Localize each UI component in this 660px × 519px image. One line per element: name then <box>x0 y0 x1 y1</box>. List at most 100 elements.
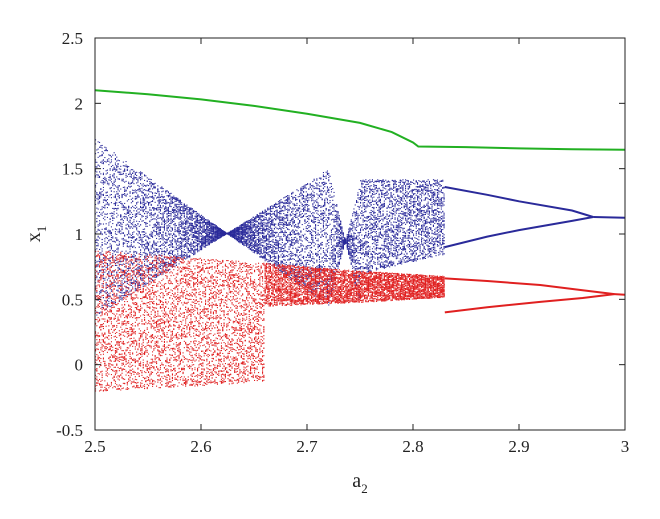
data-point <box>117 195 119 197</box>
data-point <box>179 225 181 227</box>
data-point <box>117 166 119 168</box>
data-point <box>243 230 245 232</box>
data-point <box>181 252 183 254</box>
data-point <box>130 284 132 286</box>
data-point <box>95 241 97 243</box>
data-point <box>120 225 122 227</box>
data-point <box>105 200 107 202</box>
data-point <box>194 210 196 212</box>
data-point <box>108 158 110 160</box>
data-point <box>130 182 132 184</box>
data-point <box>268 221 270 223</box>
data-point <box>194 242 196 244</box>
data-point <box>133 253 135 255</box>
data-point <box>194 239 196 241</box>
data-point <box>173 246 175 248</box>
data-point <box>116 239 118 241</box>
data-point <box>220 235 222 237</box>
data-point <box>142 234 144 236</box>
data-point <box>150 235 152 237</box>
data-point <box>159 267 161 269</box>
data-point <box>121 195 123 197</box>
data-point <box>265 219 267 221</box>
data-point <box>179 254 181 256</box>
data-point <box>263 249 265 251</box>
data-point <box>117 208 119 210</box>
data-point <box>145 247 147 249</box>
data-point <box>190 227 192 229</box>
data-point <box>202 222 204 224</box>
data-point <box>193 225 195 227</box>
data-point <box>132 286 134 288</box>
data-point <box>236 228 238 230</box>
data-point <box>134 207 136 209</box>
data-point <box>235 228 237 230</box>
data-point <box>183 215 185 217</box>
data-point <box>246 229 248 231</box>
data-point <box>100 209 102 211</box>
data-point <box>252 251 254 253</box>
data-point <box>137 223 139 225</box>
data-point <box>186 255 188 257</box>
data-point <box>183 235 185 237</box>
data-point <box>262 215 264 217</box>
data-point <box>189 209 191 211</box>
data-point <box>181 213 183 215</box>
data-point <box>132 193 134 195</box>
data-point <box>130 173 132 175</box>
data-point <box>244 230 246 232</box>
data-point <box>117 249 119 251</box>
data-point <box>149 220 151 222</box>
data-point <box>191 225 193 227</box>
data-point <box>114 250 116 252</box>
data-point <box>105 147 107 149</box>
data-point <box>185 237 187 239</box>
data-point <box>216 226 218 228</box>
data-point <box>242 231 244 233</box>
data-point <box>262 210 264 212</box>
data-point <box>133 252 135 254</box>
data-point <box>109 194 111 196</box>
data-point <box>134 215 136 217</box>
data-point <box>141 265 143 267</box>
data-point <box>141 246 143 248</box>
data-point <box>214 234 216 236</box>
data-point <box>198 231 200 233</box>
data-point <box>258 248 260 250</box>
data-point <box>149 224 151 226</box>
data-point <box>129 233 131 235</box>
data-point <box>162 236 164 238</box>
data-point <box>102 285 104 287</box>
data-point <box>199 227 201 229</box>
data-point <box>173 232 175 234</box>
data-point <box>173 209 175 211</box>
data-point <box>250 222 252 224</box>
data-point <box>254 220 256 222</box>
data-point <box>128 212 130 214</box>
data-point <box>100 155 102 157</box>
data-point <box>133 221 135 223</box>
data-point <box>159 245 161 247</box>
data-point <box>124 217 126 219</box>
data-point <box>144 244 146 246</box>
data-point <box>199 241 201 243</box>
data-point <box>258 215 260 217</box>
data-point <box>185 224 187 226</box>
data-point <box>265 234 267 236</box>
data-point <box>112 301 114 303</box>
data-point <box>145 195 147 197</box>
data-point <box>262 231 264 233</box>
data-point <box>106 284 108 286</box>
data-point <box>138 259 140 261</box>
data-point <box>171 201 173 203</box>
data-point <box>238 228 240 230</box>
data-point <box>145 206 147 208</box>
data-point <box>182 239 184 241</box>
data-point <box>95 296 97 298</box>
data-point <box>144 255 146 257</box>
data-point <box>267 238 269 240</box>
data-point <box>182 230 184 232</box>
data-point <box>109 259 111 261</box>
data-point <box>141 231 143 233</box>
data-point <box>134 290 136 292</box>
